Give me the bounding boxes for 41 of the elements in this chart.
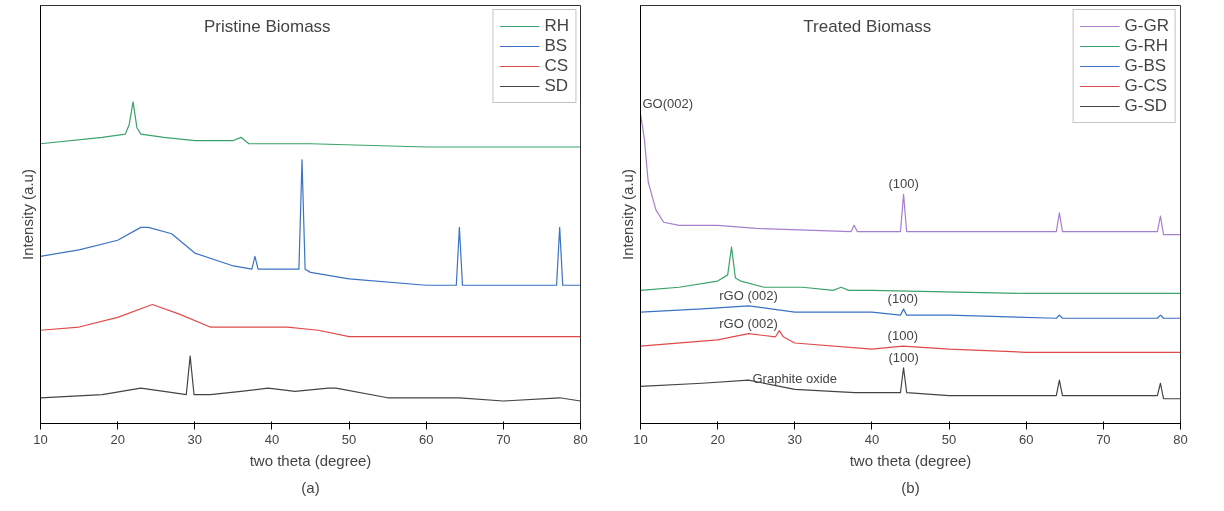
x-tick-label: 10	[633, 431, 648, 447]
x-tick-label: 30	[187, 431, 203, 447]
annotation: (100)	[887, 290, 918, 306]
annotation: rGO (002)	[719, 287, 778, 303]
x-tick-label: 10	[33, 431, 48, 447]
text: (b)	[901, 478, 920, 496]
x-tick-label: 50	[941, 431, 957, 447]
x-axis-title: two theta (degree)	[849, 451, 972, 469]
x-tick-label: 50	[341, 431, 357, 447]
legend-label: CS	[544, 56, 569, 76]
x-axis-title: two theta (degree)	[249, 451, 372, 469]
legend-label: G-SD	[1124, 96, 1168, 116]
legend-label: RH	[544, 16, 569, 36]
legend-label: G-GR	[1124, 16, 1169, 36]
legend-label: G-RH	[1124, 36, 1169, 56]
annotation: Graphite oxide	[752, 371, 838, 387]
x-tick-label: 80	[573, 431, 588, 447]
x-tick-label: 70	[1096, 431, 1111, 447]
annotation: rGO (002)	[719, 315, 778, 331]
x-tick-label: 80	[1173, 431, 1188, 447]
legend-label: G-CS	[1124, 76, 1168, 96]
x-tick-label: 60	[418, 431, 434, 447]
legend-label: BS	[544, 36, 568, 56]
annotation: GO(002)	[642, 95, 694, 111]
annotation: (100)	[888, 349, 919, 365]
annotation: (100)	[887, 328, 918, 344]
x-tick-label: 30	[787, 431, 803, 447]
legend-label: SD	[544, 76, 569, 96]
text: (a)	[301, 478, 320, 496]
x-tick-label: 40	[264, 431, 280, 447]
x-tick-label: 20	[710, 431, 725, 447]
x-tick-label: 60	[1018, 431, 1034, 447]
legend-label: G-BS	[1124, 56, 1167, 76]
y-axis-title: Intensity (a.u)	[618, 169, 636, 260]
x-tick-label: 40	[864, 431, 880, 447]
annotation: (100)	[888, 176, 919, 192]
x-tick-label: 70	[496, 431, 511, 447]
x-tick-label: 20	[110, 431, 125, 447]
chart-title: Treated Biomass	[803, 16, 932, 36]
chart-title: Pristine Biomass	[204, 16, 331, 36]
y-axis-title: Intensity (a.u)	[18, 169, 36, 260]
